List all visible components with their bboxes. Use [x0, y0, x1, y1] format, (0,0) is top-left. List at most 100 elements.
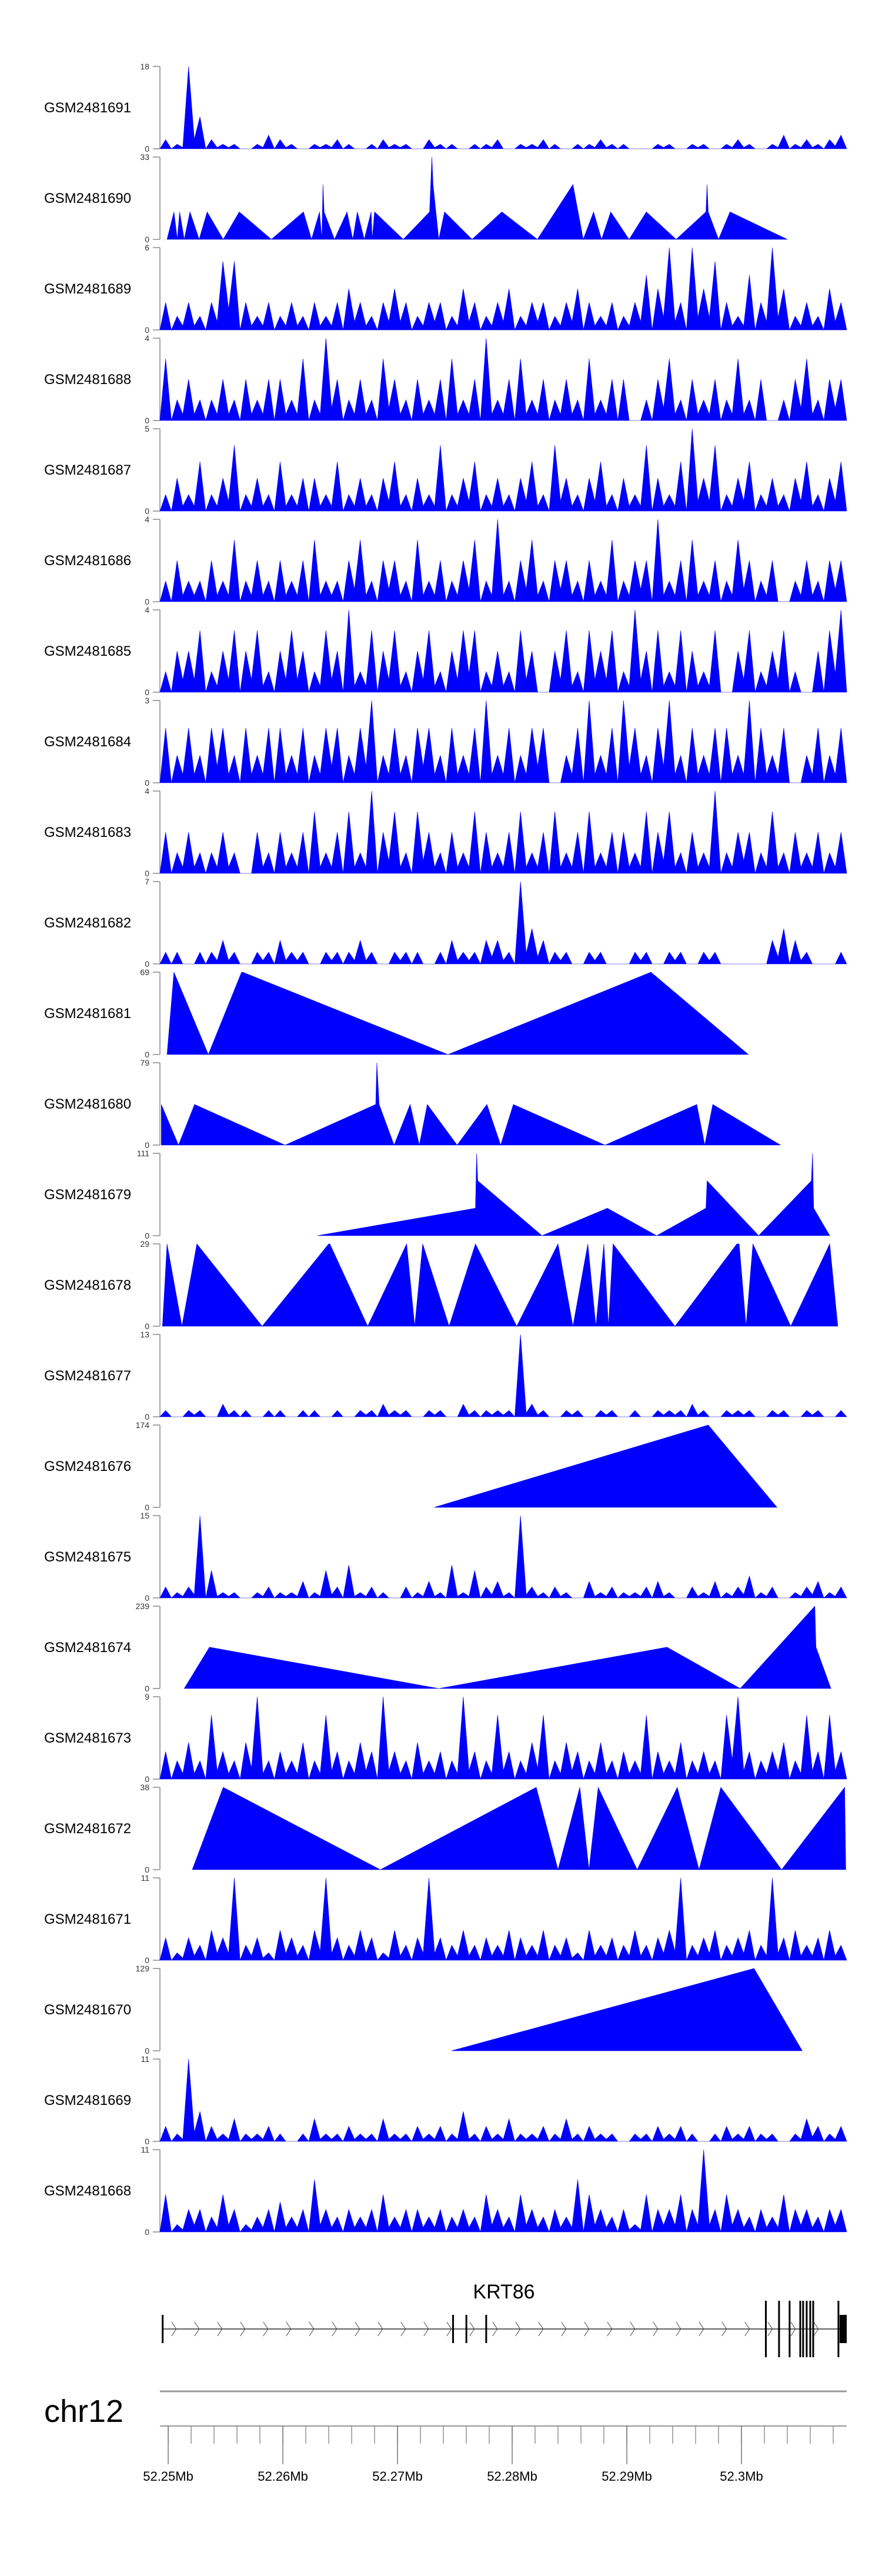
coverage-area [159, 2149, 847, 2233]
track-label: GSM2481688 [44, 372, 131, 388]
y-tick-label-min: 0 [145, 1231, 149, 1240]
track-GSM2481688: GSM2481688 4 0 [44, 333, 847, 425]
gene-track: KRT86 [162, 2281, 847, 2357]
track-GSM2481679: GSM2481679 111 0 [44, 1149, 830, 1240]
coverage-area [161, 1062, 781, 1146]
y-tick-label-max: 18 [140, 62, 149, 71]
exon [802, 2301, 804, 2357]
track-GSM2481683: GSM2481683 4 0 [44, 786, 847, 878]
strand-arrow-icon [653, 2321, 659, 2337]
coverage-area [159, 609, 847, 693]
strand-arrow-icon [377, 2321, 383, 2337]
exon [764, 2301, 767, 2357]
strand-arrow-icon [423, 2321, 429, 2337]
y-tick-label-min: 0 [145, 1774, 149, 1784]
track-GSM2481689: GSM2481689 6 0 [44, 243, 847, 335]
track-GSM2481673: GSM2481673 9 0 [44, 1692, 847, 1784]
y-tick-label-min: 0 [145, 688, 149, 697]
axis-tick-label: 52.25Mb [143, 2469, 193, 2484]
track-GSM2481681: GSM2481681 69 0 [44, 967, 749, 1059]
y-tick-label-min: 0 [145, 506, 149, 516]
track-GSM2481675: GSM2481675 15 0 [44, 1511, 847, 1603]
exon [162, 2315, 164, 2343]
track-label: GSM2481685 [44, 643, 131, 659]
strand-arrow-icon [790, 2321, 796, 2337]
track-GSM2481685: GSM2481685 4 0 [44, 605, 847, 697]
data-tracks: GSM2481691180GSM2481690330GSM248168960GS… [44, 62, 847, 2237]
exon [452, 2315, 455, 2343]
y-tick-label-max: 11 [141, 2054, 149, 2064]
track-GSM2481686: GSM2481686 4 0 [44, 515, 847, 606]
y-tick-label-min: 0 [145, 959, 149, 969]
y-tick-label-min: 0 [145, 2137, 149, 2146]
y-tick-label-min: 0 [145, 1412, 149, 1422]
track-label: GSM2481676 [44, 1459, 131, 1474]
y-tick-label-max: 7 [145, 877, 149, 886]
track-label: GSM2481681 [44, 1006, 131, 1022]
strand-arrow-icon [446, 2321, 452, 2337]
strand-arrow-icon [469, 2321, 475, 2337]
exon [837, 2301, 840, 2357]
genome-axis: chr12 52.25Mb 52.26Mb 52.27Mb 52.28Mb 52.29M… [44, 2390, 847, 2484]
y-tick-label-min: 0 [145, 1684, 149, 1693]
strand-arrow-icon [286, 2321, 292, 2337]
coverage-area [159, 881, 847, 965]
y-tick-label-min: 0 [145, 597, 149, 606]
track-label: GSM2481672 [44, 1821, 131, 1837]
coverage-area [159, 1696, 847, 1780]
track-label: GSM2481674 [44, 1640, 131, 1656]
y-tick-label-min: 0 [145, 325, 149, 335]
track-label: GSM2481683 [44, 825, 131, 840]
track-GSM2481677: GSM2481677 13 0 [44, 1330, 847, 1422]
y-tick-label-max: 79 [140, 1058, 149, 1067]
y-tick-label-min: 0 [145, 1503, 149, 1512]
strand-arrow-icon [355, 2321, 360, 2337]
track-label: GSM2481677 [44, 1368, 131, 1384]
coverage-area [317, 1153, 830, 1236]
y-tick-label-min: 0 [145, 1322, 149, 1331]
coverage-area [166, 972, 749, 1055]
y-tick-label-min: 0 [145, 1865, 149, 1874]
axis-tick-label: 52.28Mb [487, 2469, 537, 2484]
y-tick-label-max: 6 [145, 243, 149, 252]
y-tick-label-min: 0 [145, 1956, 149, 1965]
track-GSM2481682: GSM2481682 7 0 [44, 877, 847, 969]
y-tick-label-max: 111 [137, 1149, 149, 1158]
y-tick-label-min: 0 [145, 2227, 149, 2237]
track-GSM2481684: GSM2481684 3 0 [44, 696, 847, 788]
strand-arrow-icon [744, 2321, 750, 2337]
strand-arrow-icon [561, 2321, 567, 2337]
axis-tick-label: 52.27Mb [372, 2469, 423, 2484]
track-GSM2481672: GSM2481672 38 0 [44, 1783, 846, 1874]
track-label: GSM2481686 [44, 553, 131, 569]
track-label: GSM2481668 [44, 2183, 131, 2199]
y-tick-label-min: 0 [145, 869, 149, 878]
coverage-area [159, 2058, 847, 2143]
axis-tick-label: 52.26Mb [258, 2469, 308, 2484]
track-GSM2481674: GSM2481674 239 0 [44, 1601, 831, 1693]
track-GSM2481676: GSM2481676 174 0 [44, 1420, 778, 1512]
track-GSM2481690: GSM2481690 33 0 [44, 152, 788, 244]
y-tick-label-min: 0 [145, 778, 149, 788]
coverage-area [159, 428, 847, 512]
coverage-area [159, 1515, 847, 1599]
track-GSM2481669: GSM2481669 11 0 [44, 2054, 847, 2146]
exon [465, 2315, 467, 2343]
exon [812, 2301, 814, 2357]
y-tick-label-max: 4 [145, 515, 149, 524]
track-GSM2481670: GSM2481670 129 0 [44, 1964, 803, 2056]
y-tick-label-max: 5 [145, 424, 149, 433]
chromosome-label: chr12 [44, 2394, 123, 2429]
gene-label: KRT86 [473, 2281, 534, 2303]
strand-arrow-icon [607, 2321, 613, 2337]
y-tick-label-max: 15 [140, 1511, 149, 1520]
exon [809, 2301, 811, 2357]
strand-arrow-icon [400, 2321, 406, 2337]
coverage-area [183, 1606, 831, 1689]
strand-arrow-icon [240, 2321, 246, 2337]
coverage-area [192, 1786, 846, 1871]
exon [789, 2301, 791, 2357]
strand-arrow-icon [721, 2321, 727, 2337]
strand-arrow-icon [332, 2321, 338, 2337]
track-label: GSM2481673 [44, 1730, 131, 1746]
